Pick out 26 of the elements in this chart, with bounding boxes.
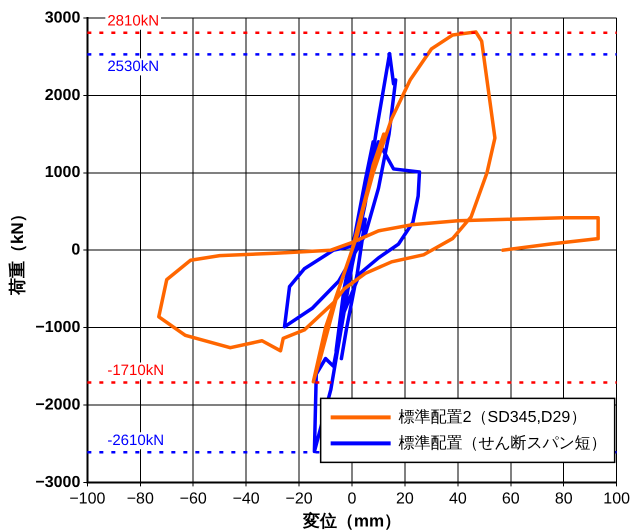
- ref-line-label: 2810kN: [107, 12, 160, 30]
- legend-label: 標準配置2（SD345,D29）: [398, 408, 586, 426]
- x-tick-label: 20: [396, 490, 414, 508]
- x-tick-label: 0: [348, 490, 357, 508]
- x-tick-label: −20: [285, 490, 313, 508]
- y-tick-label: 0: [71, 242, 80, 259]
- ref-line-label: -1710kN: [107, 362, 164, 380]
- legend-label: 標準配置（せん断スパン短）: [398, 434, 607, 452]
- x-tick-label: −80: [126, 490, 154, 508]
- y-tick-label: −1000: [35, 319, 80, 336]
- x-tick-label: 40: [448, 490, 467, 508]
- x-tick-label: 100: [603, 490, 630, 508]
- x-axis-title: 変位（mm）: [302, 511, 402, 530]
- y-tick-label: 2000: [44, 86, 80, 104]
- ref-line-label: 2530kN: [107, 58, 160, 76]
- ref-line-label: -2610kN: [107, 432, 164, 449]
- x-tick-label: −40: [232, 490, 260, 508]
- x-tick-label: −60: [180, 490, 207, 508]
- y-axis-title: 荷重（kN）: [8, 205, 27, 296]
- x-tick-label: 80: [554, 490, 573, 508]
- y-tick-label: 1000: [44, 164, 80, 182]
- x-tick-label: −100: [69, 490, 106, 508]
- x-tick-label: 60: [502, 490, 520, 508]
- y-tick-label: −3000: [35, 474, 80, 491]
- y-tick-label: 3000: [44, 9, 80, 26]
- y-tick-label: −2000: [35, 396, 80, 414]
